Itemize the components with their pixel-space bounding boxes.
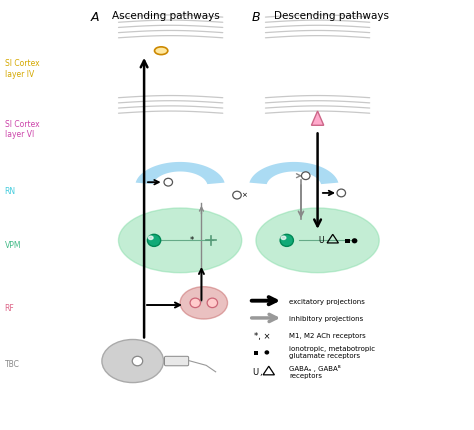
Ellipse shape: [102, 340, 164, 383]
Text: excitatory projections: excitatory projections: [289, 298, 365, 304]
Ellipse shape: [147, 235, 161, 247]
Text: *, ×: *, ×: [254, 331, 270, 340]
Ellipse shape: [180, 287, 228, 319]
Ellipse shape: [281, 237, 286, 240]
Text: RF: RF: [5, 303, 15, 312]
Text: Ascending pathways: Ascending pathways: [112, 11, 220, 21]
Polygon shape: [311, 112, 324, 126]
Polygon shape: [136, 163, 225, 185]
Text: M1, M2 ACh receptors: M1, M2 ACh receptors: [289, 332, 366, 338]
Text: SI Cortex
layer IV: SI Cortex layer IV: [5, 59, 39, 79]
Ellipse shape: [164, 179, 173, 187]
Text: ,: ,: [259, 368, 262, 376]
Ellipse shape: [132, 356, 143, 366]
Circle shape: [264, 350, 269, 355]
Text: A: A: [91, 11, 99, 24]
Ellipse shape: [337, 190, 346, 197]
FancyBboxPatch shape: [164, 356, 189, 366]
Bar: [345, 240, 350, 244]
Ellipse shape: [190, 298, 201, 308]
Text: inhibitory projections: inhibitory projections: [289, 315, 364, 321]
Ellipse shape: [301, 172, 310, 180]
Text: VPM: VPM: [5, 241, 21, 249]
Text: SI Cortex
layer VI: SI Cortex layer VI: [5, 119, 39, 139]
Text: RN: RN: [5, 187, 16, 196]
Ellipse shape: [233, 192, 241, 200]
Text: GABAₐ , GABAᴮ
receptors: GABAₐ , GABAᴮ receptors: [289, 364, 341, 378]
Ellipse shape: [280, 235, 293, 247]
Text: B: B: [252, 11, 260, 24]
Bar: [254, 351, 258, 355]
Text: *: *: [190, 235, 194, 244]
Polygon shape: [249, 163, 338, 185]
Text: ×: ×: [241, 192, 247, 198]
Ellipse shape: [256, 209, 379, 273]
Ellipse shape: [118, 209, 242, 273]
Text: U: U: [253, 368, 259, 376]
Circle shape: [352, 239, 357, 244]
Text: Descending pathways: Descending pathways: [274, 11, 389, 21]
Ellipse shape: [148, 237, 153, 240]
Ellipse shape: [207, 298, 218, 308]
Text: ionotropic, metabotropic
glutamate receptors: ionotropic, metabotropic glutamate recep…: [289, 345, 375, 358]
Ellipse shape: [155, 48, 168, 55]
Text: TBC: TBC: [5, 359, 19, 368]
Text: U: U: [319, 236, 324, 245]
